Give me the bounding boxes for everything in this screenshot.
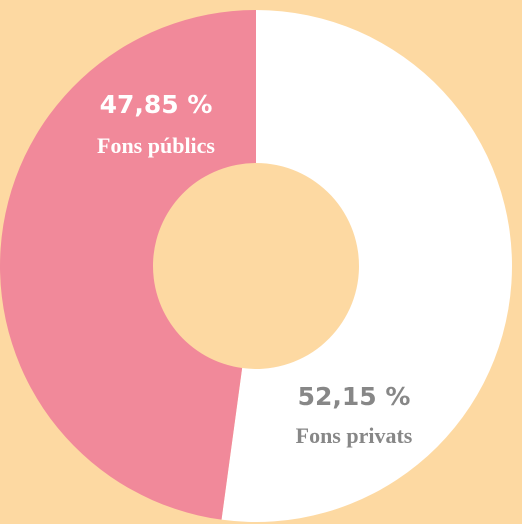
category-label: Fons privats	[296, 423, 413, 448]
donut-slice	[221, 10, 513, 522]
category-label: Fons públics	[97, 133, 215, 158]
value-label: 52,15 %	[298, 382, 411, 411]
value-label: 47,85 %	[100, 90, 213, 119]
donut-slice	[0, 10, 257, 520]
